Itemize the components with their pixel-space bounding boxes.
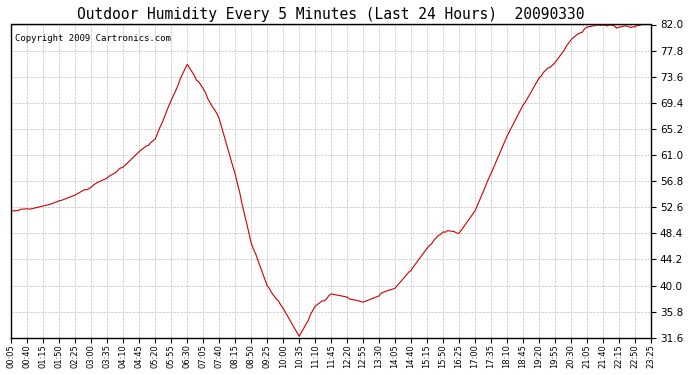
Title: Outdoor Humidity Every 5 Minutes (Last 24 Hours)  20090330: Outdoor Humidity Every 5 Minutes (Last 2… [77,7,585,22]
Text: Copyright 2009 Cartronics.com: Copyright 2009 Cartronics.com [14,34,170,43]
